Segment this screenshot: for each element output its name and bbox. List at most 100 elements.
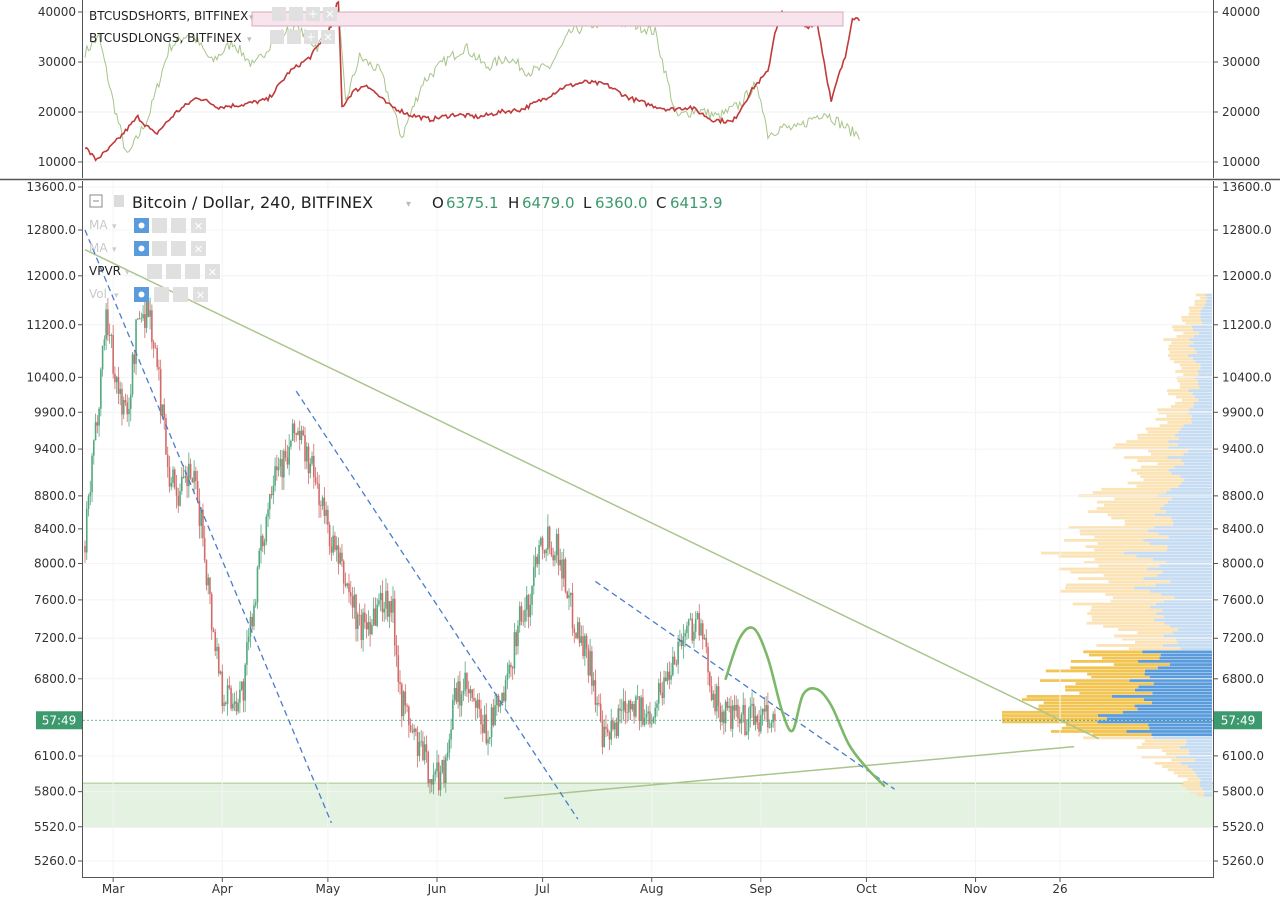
vp-bar-down xyxy=(1134,688,1212,692)
close-icon[interactable] xyxy=(191,241,206,256)
legend-longs-controls[interactable]: ✕ + xyxy=(270,30,335,44)
main-left-tick-label: 12800.0 xyxy=(26,223,76,237)
title-dropdown-icon[interactable]: ▾ xyxy=(406,199,411,210)
candle-body xyxy=(476,699,479,708)
trendlines[interactable] xyxy=(84,229,1100,824)
eye-icon[interactable] xyxy=(147,264,162,279)
candle-body xyxy=(529,604,532,617)
vp-bar-up xyxy=(1175,370,1198,373)
symbol-title[interactable]: Bitcoin / Dollar, 240, BITFINEX xyxy=(132,193,373,212)
vp-bar-up xyxy=(1161,749,1189,752)
vp-bar-up xyxy=(1114,634,1164,638)
gear-icon[interactable] xyxy=(154,287,169,302)
indicator-dropdown-icon[interactable]: ▾ xyxy=(112,245,117,255)
vp-bar-down xyxy=(1151,701,1212,705)
vp-bar-down xyxy=(1196,350,1212,354)
plus-icon[interactable] xyxy=(171,241,186,256)
candle-body xyxy=(724,701,727,724)
candle-body xyxy=(489,737,491,740)
current-price-labels: 57:49 57:49 xyxy=(36,711,1262,730)
candle-body xyxy=(320,505,322,507)
top-panel[interactable]: BTCUSDSHORTS, BITFINEX ▾ ✕ + BTCUSDLONGS… xyxy=(38,0,1260,169)
candle-body xyxy=(246,642,248,665)
close-icon[interactable] xyxy=(321,30,335,44)
vp-bar-down xyxy=(1149,605,1212,609)
candle-body xyxy=(450,729,452,740)
trendline-ascending-support[interactable] xyxy=(503,745,1075,800)
indicator-row-vpvr[interactable]: VPVR ▾ ✕ xyxy=(89,264,220,279)
candle-body xyxy=(591,651,593,686)
legend-longs-dropdown-icon[interactable]: ▾ xyxy=(247,35,252,45)
candle-body xyxy=(527,595,530,617)
trendline-channel-2[interactable] xyxy=(295,390,579,820)
vp-bar-down xyxy=(1158,532,1212,536)
candle-body xyxy=(214,631,217,652)
main-right-tick-label: 9900.0 xyxy=(1222,405,1264,419)
eye-icon[interactable] xyxy=(272,7,286,21)
vp-bar-up xyxy=(1173,328,1194,332)
legend-shorts-dropdown-icon[interactable]: ▾ xyxy=(249,13,254,23)
ohlc-open-label: O xyxy=(432,194,444,212)
candle-body xyxy=(323,497,326,516)
gear-icon[interactable] xyxy=(152,218,167,233)
indicator-row-ma-1[interactable]: MA ▾ ✕ xyxy=(89,218,206,233)
close-icon[interactable] xyxy=(191,218,206,233)
vp-bar-up xyxy=(1187,777,1201,781)
gear-icon[interactable] xyxy=(287,30,301,44)
vp-bar-up xyxy=(1070,666,1158,670)
candle-body xyxy=(339,552,341,564)
plus-icon[interactable] xyxy=(306,7,320,21)
plus-icon[interactable] xyxy=(173,287,188,302)
indicator-row-vol[interactable]: Vol ▾ ✕ xyxy=(89,287,208,302)
candle-body xyxy=(129,394,132,409)
candle-body xyxy=(635,696,637,717)
candle-body xyxy=(670,675,672,680)
top-series-line xyxy=(84,0,861,162)
plus-icon[interactable] xyxy=(304,30,318,44)
candle-body xyxy=(277,466,280,471)
time-axis[interactable]: Mar Apr May Jun Jul Aug Sep Oct Nov 26 xyxy=(102,877,1068,896)
legend-shorts-controls[interactable]: ✕ + xyxy=(272,7,337,21)
main-left-tick-label: 6800.0 xyxy=(34,672,76,686)
eye-icon[interactable] xyxy=(270,30,284,44)
indicator-dropdown-icon[interactable]: ▾ xyxy=(112,222,117,232)
candle-body xyxy=(696,613,699,620)
candle-body xyxy=(344,583,347,586)
trendline-channel-1[interactable] xyxy=(84,229,333,824)
collapse-icon[interactable] xyxy=(89,194,103,208)
candle-body xyxy=(469,689,472,694)
close-icon[interactable] xyxy=(193,287,208,302)
candle-body xyxy=(256,567,259,603)
indicator-dropdown-icon[interactable]: ▾ xyxy=(114,291,119,301)
candle-body xyxy=(293,423,296,434)
legend-longs[interactable]: BTCUSDLONGS, BITFINEX ▾ ✕ + xyxy=(89,30,335,45)
top-panel-left-axis: 10000 20000 30000 40000 xyxy=(38,5,83,169)
candle-body xyxy=(392,598,394,613)
indicator-row-ma-2[interactable]: MA ▾ ✕ xyxy=(89,241,206,256)
candle-body xyxy=(619,708,621,711)
candle-body xyxy=(673,656,676,664)
projection-curve[interactable] xyxy=(724,626,886,787)
gear-icon[interactable] xyxy=(289,7,303,21)
candle-body xyxy=(492,707,495,726)
candle-body xyxy=(253,605,255,627)
gear-icon[interactable] xyxy=(152,241,167,256)
main-panel-right-axis[interactable]: 5260.0 5520.0 5800.0 6100.0 6800.0 7200.0 7600… xyxy=(1213,180,1272,868)
plus-icon[interactable] xyxy=(171,218,186,233)
vp-bar-up xyxy=(1185,322,1203,326)
legend-shorts[interactable]: BTCUSDSHORTS, BITFINEX ▾ ✕ + xyxy=(89,7,337,23)
trendline-channel-3[interactable] xyxy=(595,580,895,790)
main-panel[interactable]: Bitcoin / Dollar, 240, BITFINEX ▾ O 6375… xyxy=(26,180,1271,896)
gear-icon[interactable] xyxy=(166,264,181,279)
main-right-tick-label: 5800.0 xyxy=(1222,785,1264,799)
vp-bar-down xyxy=(1149,542,1212,545)
candle-body xyxy=(212,629,215,632)
close-icon[interactable] xyxy=(205,264,220,279)
plus-icon[interactable] xyxy=(185,264,200,279)
close-icon[interactable] xyxy=(323,7,337,21)
projection-path[interactable] xyxy=(724,626,886,787)
indicator-dropdown-icon[interactable]: ▾ xyxy=(125,268,130,278)
main-legend[interactable]: Bitcoin / Dollar, 240, BITFINEX ▾ O 6375… xyxy=(89,193,723,212)
trendline-descending-resistance[interactable] xyxy=(84,249,1100,740)
